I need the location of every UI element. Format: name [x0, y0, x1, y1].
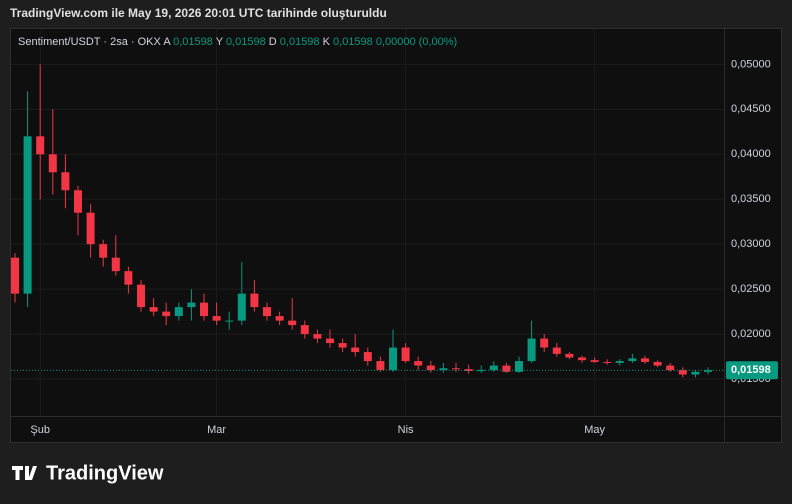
last-price-box: [726, 361, 778, 380]
candle-body: [61, 172, 70, 191]
candle-body: [565, 353, 574, 358]
candle-body: [376, 361, 385, 371]
candle-body: [124, 271, 133, 285]
candle-body: [590, 360, 599, 362]
candle-body: [678, 370, 687, 375]
candle-body: [200, 302, 208, 317]
ohlc-value: 0,01598: [333, 36, 373, 48]
candle-body: [212, 316, 221, 321]
y-tick-label: 0,03000: [731, 238, 771, 250]
candle-body: [74, 190, 82, 213]
candle-body: [477, 370, 486, 372]
candle-body: [363, 352, 372, 362]
ohlc-value: 0,01598: [280, 36, 320, 48]
candle-body: [48, 154, 57, 173]
candle-body: [641, 358, 649, 362]
candle-body: [502, 365, 511, 372]
candle-body: [552, 347, 561, 354]
y-tick-label: 0,05000: [731, 58, 771, 70]
candle-body: [666, 365, 675, 371]
candle-body: [36, 136, 45, 155]
candle-body: [691, 371, 700, 375]
labels: 0,05000 0,04500 0,04000 0,03500 0,03000 0,025…: [30, 58, 778, 436]
candle-body: [615, 361, 624, 363]
ohlc-value: 0,01598: [226, 36, 266, 48]
candle-body: [452, 368, 460, 370]
y-tick-label: 0,02000: [731, 328, 771, 340]
header-title: TradingView.com ile May 19, 2026 20:01 U…: [10, 6, 387, 20]
brand-logo: TradingView: [12, 462, 164, 484]
candle-body: [149, 307, 158, 312]
ohlc-legend: Sentiment/USDT · 2sa · OKX A 0,01598 Y 0…: [18, 36, 457, 48]
candle-body: [439, 368, 448, 371]
candle-body: [489, 365, 498, 371]
brand-name: TradingView: [46, 462, 164, 484]
candle-body: [300, 325, 309, 335]
candle-body: [351, 347, 360, 353]
candle-body: [99, 244, 108, 258]
candle-body: [137, 284, 145, 308]
candle-body: [86, 212, 95, 245]
candle-body: [11, 257, 19, 294]
brand-icon: [12, 466, 37, 480]
chart-panel: [10, 28, 782, 443]
candle-body: [111, 257, 120, 272]
candle-body: [275, 316, 284, 321]
candle-body: [603, 361, 612, 363]
ohlc-change: 0,00000 (0,00%): [376, 36, 457, 48]
candle-body: [389, 347, 397, 371]
candle-body: [250, 293, 259, 308]
candle-body: [237, 293, 246, 321]
candle-body: [225, 320, 234, 322]
candle-body: [338, 343, 347, 348]
last-price-label: 0,01598: [731, 364, 771, 376]
candle-body: [263, 307, 271, 317]
y-tick-label: 0,04000: [731, 148, 771, 160]
candles: [11, 64, 724, 378]
ohlc-label: K: [323, 36, 331, 48]
grid: [11, 29, 724, 416]
ohlc-label: Y: [216, 36, 224, 48]
x-tick-label: Mar: [207, 424, 226, 436]
y-tick-label: 0,03500: [731, 193, 771, 205]
candle-body: [578, 357, 586, 361]
candle-body: [174, 307, 183, 317]
candle-body: [313, 334, 322, 339]
ohlc-label: A: [163, 36, 171, 48]
symbol-name: Sentiment/USDT · 2sa · OKX: [18, 36, 162, 48]
candle-body: [162, 311, 171, 317]
candle-body: [288, 320, 297, 326]
ohlc-label: D: [269, 36, 277, 48]
candle-body: [401, 347, 410, 362]
candle-body: [527, 338, 536, 362]
candle-body: [426, 365, 435, 371]
candle-body: [515, 361, 523, 372]
candle-body: [414, 361, 423, 366]
candle-body: [628, 358, 637, 362]
x-tick-label: Şub: [30, 424, 50, 436]
x-tick-label: May: [584, 424, 605, 436]
ohlc-value: 0,01598: [173, 36, 213, 48]
y-tick-label: 0,02500: [731, 283, 771, 295]
candle-body: [464, 369, 473, 371]
y-tick-label: 0,04500: [731, 103, 771, 115]
candle-body: [540, 338, 549, 348]
candle-body: [704, 370, 712, 372]
candle-body: [653, 361, 662, 366]
candle-body: [326, 338, 334, 344]
candle-body: [187, 302, 196, 308]
candle-body: [23, 136, 32, 294]
x-tick-label: Nis: [398, 424, 414, 436]
